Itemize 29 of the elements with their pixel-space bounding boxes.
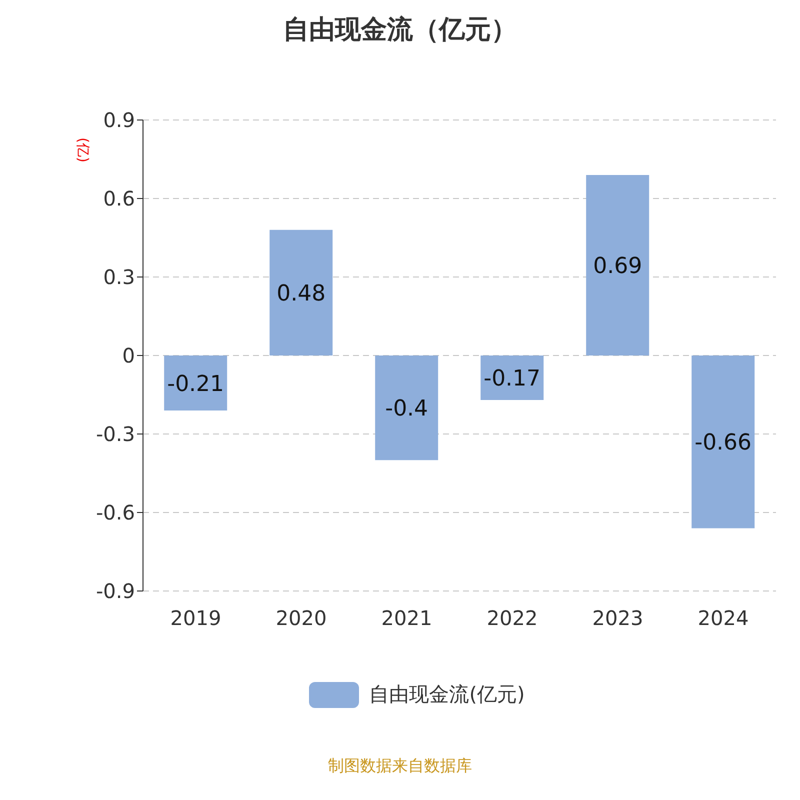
x-tick-label: 2024 — [698, 606, 749, 630]
legend-label: 自由现金流(亿元) — [369, 681, 525, 708]
y-tick-label: 0.6 — [103, 186, 135, 211]
data-label: -0.17 — [484, 366, 541, 392]
y-tick-label: 0.3 — [103, 265, 135, 290]
y-tick-label: 0.9 — [103, 108, 135, 132]
y-tick-label: 0 — [122, 344, 135, 368]
chart-title: 自由现金流（亿元） — [282, 14, 518, 47]
x-tick-label: 2020 — [276, 606, 327, 630]
y-tick-label: -0.9 — [96, 579, 135, 604]
text: 制图数据来自数据库 — [327, 756, 473, 777]
x-tick-label: 2019 — [170, 606, 222, 630]
bar — [164, 356, 228, 410]
y-axis-title: (亿) — [73, 138, 92, 162]
bar — [480, 356, 544, 400]
bar — [692, 356, 755, 528]
x-tick-label: 2022 — [486, 606, 538, 630]
bar — [270, 230, 333, 356]
x-tick-label: 2021 — [381, 606, 432, 630]
data-label: -0.21 — [167, 372, 224, 397]
y-tick-label: -0.6 — [96, 500, 135, 525]
bar — [375, 356, 438, 460]
bar — [586, 174, 650, 356]
y-tick-label: -0.3 — [96, 422, 135, 446]
data-label: 0.69 — [593, 254, 642, 280]
x-tick-label: 2023 — [592, 606, 644, 630]
data-label: -0.4 — [385, 396, 428, 422]
data-label: 0.48 — [276, 282, 326, 307]
data-label: -0.66 — [694, 430, 752, 456]
